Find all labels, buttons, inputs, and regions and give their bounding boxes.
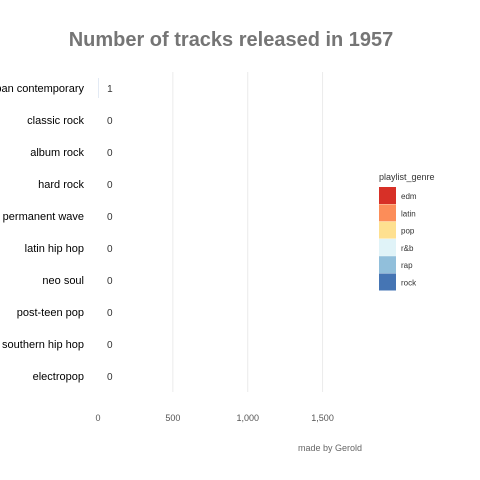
legend-swatch bbox=[379, 187, 396, 204]
chart-caption: made by Gerold bbox=[298, 443, 362, 453]
legend-label: pop bbox=[401, 227, 415, 236]
value-label: 0 bbox=[107, 372, 113, 383]
value-label: 0 bbox=[107, 180, 113, 191]
value-label: 0 bbox=[107, 244, 113, 255]
value-label: 0 bbox=[107, 308, 113, 319]
category-label: urban contemporary bbox=[0, 83, 84, 95]
legend-label: latin bbox=[401, 209, 416, 218]
category-label: hard rock bbox=[38, 179, 84, 191]
category-label: latin hip hop bbox=[25, 243, 84, 255]
x-axis-tick-labels: 0 500 1,000 1,500 bbox=[95, 413, 333, 423]
legend: playlist_genre edm latin pop r&b rap rock bbox=[379, 172, 435, 291]
legend-items: edm latin pop r&b rap rock bbox=[379, 187, 417, 291]
category-label: classic rock bbox=[27, 115, 84, 127]
chart-title: Number of tracks released in 1957 bbox=[69, 29, 394, 51]
x-tick-label: 500 bbox=[165, 413, 180, 423]
value-label: 0 bbox=[107, 212, 113, 223]
value-label: 0 bbox=[107, 148, 113, 159]
value-label: 0 bbox=[107, 276, 113, 287]
value-label: 0 bbox=[107, 340, 113, 351]
legend-label: rap bbox=[401, 261, 413, 270]
legend-label: rock bbox=[401, 279, 417, 288]
grid-lines bbox=[172, 72, 324, 392]
legend-label: edm bbox=[401, 192, 417, 201]
x-tick-label: 1,500 bbox=[311, 413, 334, 423]
legend-swatch bbox=[379, 256, 396, 274]
legend-swatch bbox=[379, 273, 396, 291]
category-labels: urban contemporary classic rock album rock… bbox=[0, 83, 85, 383]
legend-swatch bbox=[379, 221, 396, 239]
legend-swatch bbox=[379, 204, 396, 222]
legend-label: r&b bbox=[401, 244, 414, 253]
category-label: album rock bbox=[30, 147, 84, 159]
legend-title: playlist_genre bbox=[379, 172, 435, 182]
value-label: 1 bbox=[107, 84, 113, 95]
value-labels: 1 0 0 0 0 0 0 0 0 0 bbox=[107, 84, 113, 383]
value-label: 0 bbox=[107, 116, 113, 127]
category-label: electropop bbox=[33, 371, 84, 383]
category-label: southern hip hop bbox=[2, 339, 84, 351]
x-tick-label: 0 bbox=[95, 413, 100, 423]
x-tick-label: 1,000 bbox=[236, 413, 259, 423]
category-label: permanent wave bbox=[3, 211, 84, 223]
legend-swatch bbox=[379, 238, 396, 256]
category-label: neo soul bbox=[42, 275, 84, 287]
category-label: post-teen pop bbox=[17, 307, 84, 319]
